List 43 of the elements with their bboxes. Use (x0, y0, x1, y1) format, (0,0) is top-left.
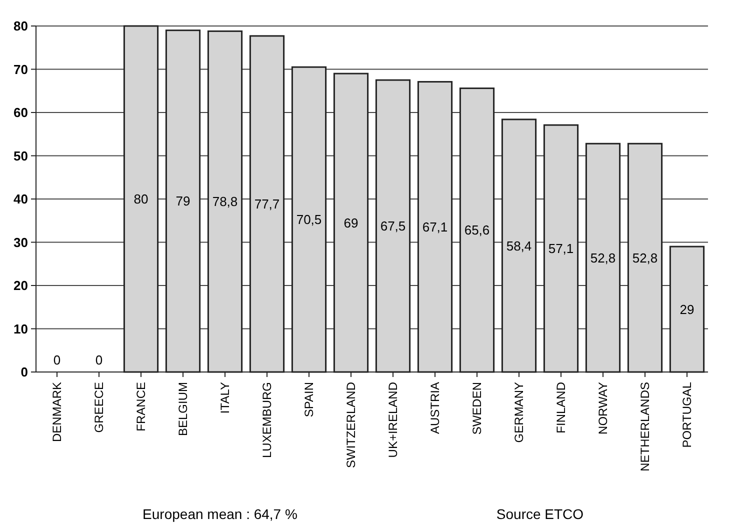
x-tick-label: BELGIUM (176, 382, 190, 436)
data-label: 52,8 (632, 250, 658, 266)
data-label: 29 (680, 302, 694, 317)
data-label: 57,1 (548, 241, 574, 256)
x-tick-label: GERMANY (512, 382, 526, 443)
data-label: 67,1 (422, 219, 448, 234)
y-tick-label: 40 (14, 192, 28, 207)
y-tick-label: 10 (14, 321, 28, 336)
x-tick-label: SPAIN (302, 382, 316, 418)
text: European mean : 64,7 % (142, 506, 298, 522)
y-tick-label: 0 (20, 364, 28, 380)
data-label: 52,8 (590, 250, 616, 266)
x-tick-label: PORTUGAL (680, 382, 694, 448)
x-tick-label: FINLAND (554, 382, 568, 434)
x-tick-label: NETHERLANDS (638, 382, 652, 472)
x-tick-label: UK+IRELAND (386, 382, 400, 458)
x-tick-label: ITALY (218, 382, 232, 414)
data-label: 79 (176, 194, 190, 209)
x-tick-label: GREECE (92, 382, 106, 433)
x-tick-label: LUXEMBURG (260, 382, 274, 458)
y-tick-label: 70 (14, 62, 28, 77)
data-label: 0 (53, 352, 61, 368)
x-tick-label: NORWAY (596, 382, 610, 434)
x-tick-label: FRANCE (134, 382, 148, 432)
data-label: 69 (344, 215, 358, 230)
x-tick-label: SWITZERLAND (344, 382, 358, 468)
data-label: 80 (134, 192, 148, 207)
y-tick-label: 30 (14, 234, 28, 250)
data-label: 67,5 (380, 218, 406, 234)
source-note: Source ETCO (496, 506, 584, 522)
y-tick-label: 50 (14, 148, 28, 164)
x-tick-label: AUSTRIA (428, 382, 442, 434)
data-label: 77,7 (254, 196, 280, 212)
y-tick-label: 80 (14, 18, 28, 34)
y-tick-label: 20 (14, 278, 28, 294)
x-tick-label: DENMARK (50, 382, 64, 442)
x-tick-label: SWEDEN (470, 382, 484, 435)
y-tick-label: 60 (14, 105, 28, 120)
data-label: 58,4 (506, 238, 532, 254)
data-label: 78,8 (212, 194, 238, 210)
data-label: 0 (95, 352, 103, 368)
data-label: 70,5 (296, 212, 322, 228)
data-label: 65,6 (464, 222, 490, 238)
